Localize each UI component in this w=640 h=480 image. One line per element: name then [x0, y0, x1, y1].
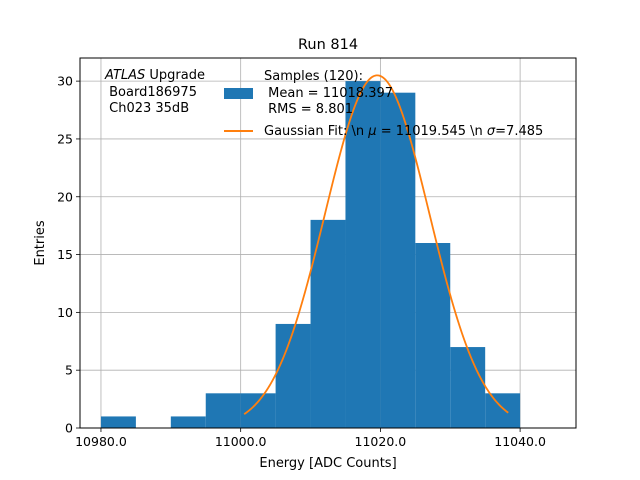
- histogram-bar: [380, 92, 416, 428]
- atlas-annotation: ATLAS Upgrade Board186975 Ch023 35dB: [104, 68, 205, 116]
- histogram-bar: [240, 393, 276, 428]
- x-tick-label: 11020.0: [355, 434, 407, 449]
- histogram-bar: [415, 243, 451, 428]
- x-tick-label: 10980.0: [75, 434, 127, 449]
- histogram-bar: [275, 323, 311, 428]
- annotation-line-3: Ch023 35dB: [105, 101, 189, 116]
- legend-fit-mu-text: = 11019.545 \n: [377, 124, 487, 139]
- histogram-bar: [100, 416, 136, 428]
- annotation-atlas: ATLAS: [104, 68, 145, 83]
- legend-bar-swatch: [224, 88, 253, 99]
- y-tick-label: 15: [57, 247, 73, 262]
- x-axis-ticks: 10980.0 11000.0 11020.0 11040.0: [75, 428, 546, 449]
- histogram-bars: [100, 81, 521, 428]
- legend-samples-title: Samples (120):: [264, 69, 363, 84]
- x-axis-label: Energy [ADC Counts]: [259, 456, 396, 471]
- legend-fit-label: Gaussian Fit: \n μ = 11019.545 \n σ=7.48…: [264, 124, 543, 139]
- legend-samples-rms: RMS = 8.801: [264, 102, 353, 117]
- histogram-bar: [450, 347, 486, 428]
- legend-samples-mean: Mean = 11018.397: [264, 86, 393, 101]
- y-tick-label: 0: [65, 421, 73, 436]
- plot-frame: [79, 57, 577, 429]
- legend-fit-sigma-text: =7.485: [495, 124, 543, 139]
- y-tick-label: 30: [57, 74, 73, 89]
- annotation-upgrade: Upgrade: [145, 68, 205, 83]
- y-tick-label: 20: [57, 189, 73, 204]
- chart-title: Run 814: [298, 37, 358, 53]
- y-tick-label: 5: [65, 363, 73, 378]
- y-axis-label: Entries: [33, 220, 48, 266]
- y-axis-ticks: 0 5 10 15 20 25 30: [57, 74, 80, 436]
- x-tick-label: 11040.0: [494, 434, 546, 449]
- legend-fit-prefix: Gaussian Fit: \n: [264, 124, 368, 139]
- fit-curve-line: [243, 74, 509, 415]
- histogram-bar: [345, 81, 381, 428]
- histogram-bar: [310, 219, 346, 428]
- annotation-line-1: ATLAS Upgrade: [104, 68, 205, 83]
- annotation-line-2: Board186975: [105, 85, 197, 100]
- x-tick-label: 11000.0: [215, 434, 267, 449]
- legend-fit-mu-symbol: μ: [367, 124, 376, 139]
- legend: Samples (120): Mean = 11018.397 RMS = 8.…: [224, 69, 543, 139]
- histogram-bar: [170, 416, 206, 428]
- histogram-bar: [485, 393, 521, 428]
- y-tick-label: 25: [57, 131, 73, 146]
- histogram-bar: [205, 393, 241, 428]
- y-tick-label: 10: [57, 305, 73, 320]
- legend-fit-sigma-symbol: σ: [487, 124, 496, 139]
- gaussian-fit-curve: [243, 74, 509, 415]
